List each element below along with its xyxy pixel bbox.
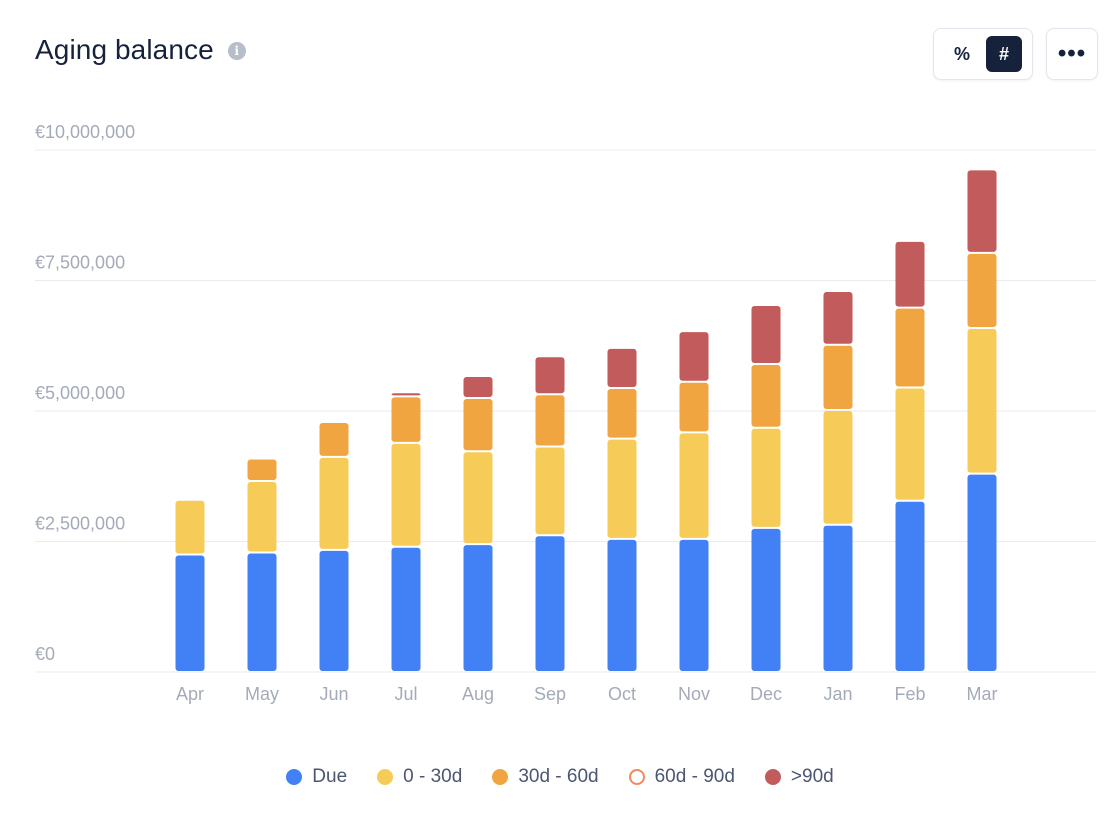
bar-segment-d90 — [823, 291, 853, 344]
x-tick-label: Sep — [534, 684, 566, 704]
x-tick-label: Jun — [319, 684, 348, 704]
legend-label: >90d — [790, 766, 834, 787]
legend-swatch — [764, 769, 781, 785]
legend-swatch — [286, 769, 303, 785]
bar-segment-due — [535, 536, 565, 671]
x-tick-label: May — [245, 684, 279, 704]
bar-segment-d0_30 — [895, 388, 925, 500]
legend-item-d0_30[interactable]: 0 - 30d — [377, 766, 462, 788]
bar-segment-d90 — [751, 306, 781, 364]
bar-segment-d30_60 — [967, 253, 997, 328]
bar-segment-due — [751, 528, 781, 671]
legend-swatch — [377, 769, 394, 785]
bar-segment-d0_30 — [319, 457, 349, 549]
legend-item-d90[interactable]: >90d — [764, 766, 834, 788]
legend-swatch — [628, 769, 645, 785]
x-tick-label: Apr — [176, 684, 204, 704]
bar-segment-d30_60 — [535, 395, 565, 446]
bar-segment-d90 — [463, 377, 493, 397]
info-icon[interactable]: i — [227, 42, 246, 60]
x-tick-label: Feb — [894, 684, 925, 704]
bar-segment-d90 — [535, 357, 565, 394]
legend-item-d30_60[interactable]: 30d - 60d — [492, 766, 599, 788]
percent-mode-button[interactable]: % — [953, 43, 970, 64]
legend-item-d60_90[interactable]: 60d - 90d — [628, 766, 735, 788]
bar-segment-d0_30 — [391, 443, 421, 546]
y-tick-label: €0 — [35, 644, 55, 664]
bar-segment-d30_60 — [463, 398, 493, 451]
display-mode-toggle: % # — [933, 28, 1033, 80]
legend-label: 30d - 60d — [518, 766, 599, 787]
y-tick-label: €7,500,000 — [35, 253, 125, 273]
bar-segment-due — [463, 545, 493, 671]
bar-segment-d0_30 — [751, 428, 781, 527]
y-tick-label: €10,000,000 — [35, 122, 135, 142]
bar-segment-d90 — [607, 348, 637, 388]
bar-segment-d30_60 — [823, 345, 853, 409]
x-tick-label: Aug — [462, 684, 494, 704]
bar-segment-d0_30 — [823, 410, 853, 524]
bar-segment-d30_60 — [319, 422, 349, 456]
bar-segment-d90 — [967, 170, 997, 252]
legend-label: 60d - 90d — [654, 766, 735, 787]
legend-label: Due — [312, 766, 348, 787]
bar-segment-d0_30 — [247, 481, 277, 552]
bar-segment-d0_30 — [679, 433, 709, 538]
bar-segment-due — [823, 525, 853, 671]
bar-segment-due — [247, 553, 277, 671]
legend-swatch — [492, 769, 509, 785]
bar-segment-due — [607, 539, 637, 671]
bar-segment-due — [319, 550, 349, 671]
bar-segment-d30_60 — [247, 459, 277, 480]
legend-item-due[interactable]: Due — [286, 766, 347, 788]
y-tick-label: €2,500,000 — [35, 514, 125, 534]
chart-header: Aging balance i — [35, 34, 246, 66]
bar-segment-due — [967, 474, 997, 671]
more-options-button[interactable]: ••• — [1046, 28, 1098, 80]
x-tick-label: Nov — [678, 684, 710, 704]
chart-legend: Due 0 - 30d 30d - 60d 60d - 90d >90d — [0, 766, 1120, 788]
x-tick-label: Oct — [608, 684, 636, 704]
bar-segment-d90 — [391, 393, 421, 396]
bar-segment-d90 — [895, 241, 925, 307]
y-tick-label: €5,000,000 — [35, 383, 125, 403]
x-tick-label: Jul — [394, 684, 417, 704]
bar-segment-d0_30 — [175, 500, 205, 554]
number-mode-button[interactable]: # — [986, 36, 1022, 72]
x-tick-label: Mar — [967, 684, 998, 704]
bar-segment-d30_60 — [751, 365, 781, 427]
bar-segment-d0_30 — [607, 439, 637, 538]
legend-label: 0 - 30d — [403, 766, 463, 787]
bar-segment-d90 — [679, 332, 709, 381]
chart-title: Aging balance — [35, 34, 214, 65]
bar-segment-d0_30 — [463, 452, 493, 544]
bar-segment-d0_30 — [535, 447, 565, 535]
x-tick-label: Dec — [750, 684, 782, 704]
bar-segment-d30_60 — [895, 308, 925, 387]
more-horizontal-icon: ••• — [1057, 40, 1087, 67]
bar-segment-d0_30 — [967, 329, 997, 473]
x-tick-label: Jan — [823, 684, 852, 704]
bar-segment-due — [175, 555, 205, 671]
bar-segment-due — [679, 539, 709, 671]
bar-segment-due — [895, 501, 925, 671]
bar-segment-d30_60 — [679, 382, 709, 432]
bar-segment-d30_60 — [607, 389, 637, 438]
bar-segment-due — [391, 547, 421, 671]
bar-segment-d30_60 — [391, 397, 421, 442]
